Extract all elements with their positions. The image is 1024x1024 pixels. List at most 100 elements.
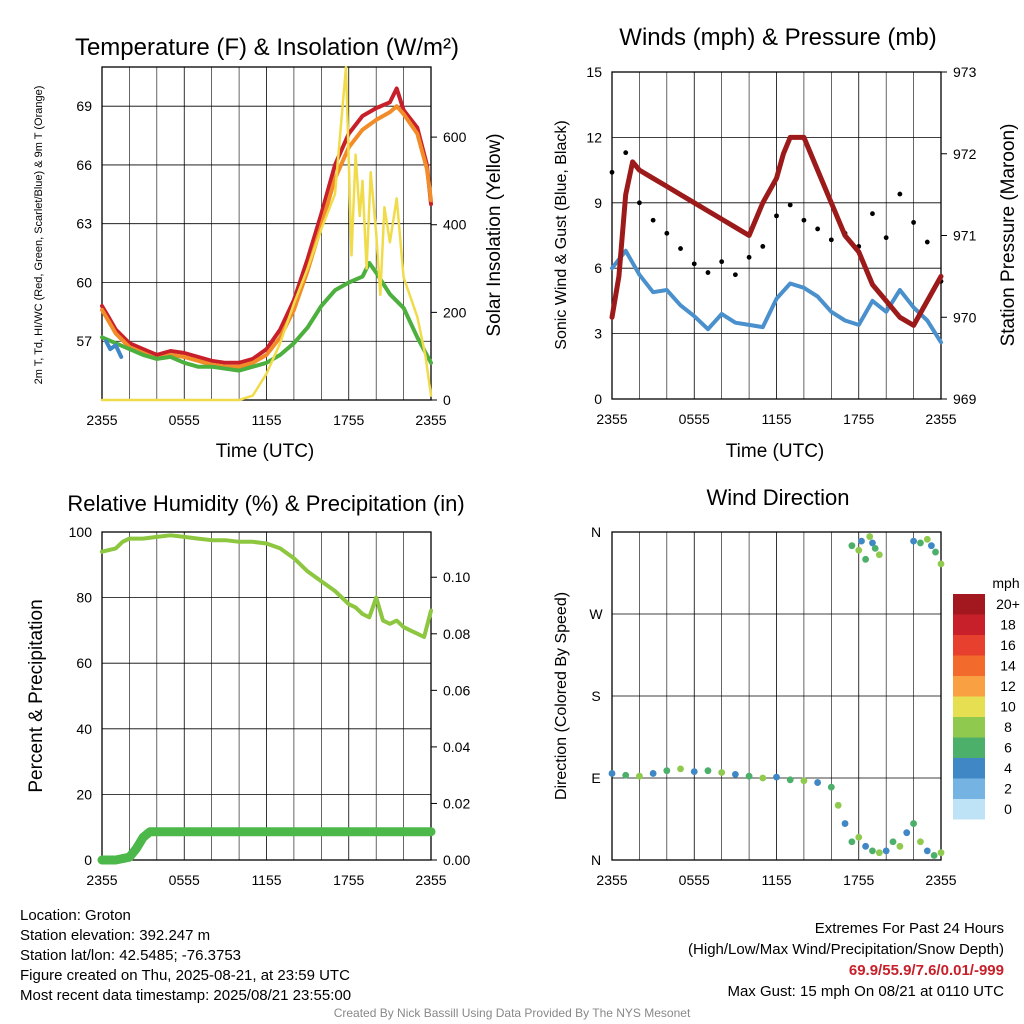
dir-legend-title: mph xyxy=(992,575,1019,591)
direction-point xyxy=(932,548,939,556)
y2-tick-label: 0.06 xyxy=(443,682,470,698)
temp-ylabel-right: Solar Insolation (Yellow) xyxy=(484,133,505,336)
gust-point xyxy=(732,272,738,278)
y2-tick-label: 0.00 xyxy=(443,852,470,868)
y2-tick-label: 0.02 xyxy=(443,795,470,811)
y2-tick-label: 0 xyxy=(443,392,451,408)
y-tick-label: 80 xyxy=(76,590,92,606)
x-tick-label: 2355 xyxy=(925,411,956,427)
gust-point xyxy=(623,150,629,156)
direction-point xyxy=(745,772,753,780)
colorbar-label: 4 xyxy=(1004,760,1012,776)
y-tick-label: 63 xyxy=(76,216,92,232)
gust-point xyxy=(787,202,793,208)
colorbar-label: 20+ xyxy=(996,596,1020,612)
gust-point xyxy=(719,259,725,265)
direction-point xyxy=(690,768,698,776)
y-tick-label: E xyxy=(591,770,600,786)
y2-tick-label: 200 xyxy=(443,304,467,320)
rh-ylabel-left: Percent & Precipitation xyxy=(26,599,47,792)
y-tick-label: 0 xyxy=(594,391,602,407)
dir-ylabel-left: Direction (Colored By Speed) xyxy=(553,592,570,800)
station-latlon: Station lat/lon: 42.5485; -76.3753 xyxy=(20,947,242,964)
colorbar-label: 6 xyxy=(1004,740,1012,756)
y-tick-label: 9 xyxy=(594,195,602,211)
y2-tick-label: 0.10 xyxy=(443,569,470,585)
x-tick-label: 2355 xyxy=(415,872,446,888)
colorbar-swatch xyxy=(953,635,985,656)
extremes-box: Extremes For Past 24 Hours (High/Low/Max… xyxy=(688,918,1004,1002)
direction-point xyxy=(882,847,890,855)
y-tick-label: 57 xyxy=(76,333,92,349)
dir-title: Wind Direction xyxy=(706,485,849,510)
gust-point xyxy=(774,213,779,219)
x-tick-label: 0555 xyxy=(679,411,710,427)
direction-point xyxy=(862,555,870,563)
colorbar-label: 8 xyxy=(1004,719,1012,735)
dir-grid xyxy=(611,531,942,861)
direction-point xyxy=(875,551,883,559)
colorbar-swatch xyxy=(953,778,985,799)
station-elevation: Station elevation: 392.247 m xyxy=(20,927,211,944)
station-location: Location: Groton xyxy=(20,907,131,924)
gust-point xyxy=(609,169,615,175)
direction-point xyxy=(869,847,876,855)
y2-tick-label: 970 xyxy=(953,309,977,325)
gust-point xyxy=(705,270,711,275)
wind-title: Winds (mph) & Pressure (mb) xyxy=(619,24,936,51)
x-tick-label: 0555 xyxy=(169,872,200,888)
direction-point xyxy=(786,776,794,784)
direction-point xyxy=(923,535,931,543)
series-line xyxy=(100,65,433,402)
y2-tick-label: 972 xyxy=(953,146,977,162)
temp-title: Temperature (F) & Insolation (W/m²) xyxy=(75,34,459,61)
direction-point xyxy=(889,838,897,846)
direction-point xyxy=(834,801,842,809)
x-tick-label: 2355 xyxy=(596,411,627,427)
gust-point xyxy=(897,191,903,197)
direction-point xyxy=(636,772,643,780)
gust-point xyxy=(691,261,697,267)
colorbar-label: 0 xyxy=(1004,801,1012,817)
direction-point xyxy=(704,767,712,775)
x-tick-label: 1155 xyxy=(251,872,281,888)
colorbar-swatch xyxy=(953,614,985,635)
temp-series xyxy=(100,65,433,402)
direction-point xyxy=(677,765,684,773)
dir-series xyxy=(608,533,945,859)
direction-point xyxy=(855,546,863,554)
x-tick-label: 1155 xyxy=(251,412,281,428)
direction-point xyxy=(917,838,924,846)
gust-point xyxy=(911,220,916,225)
series-line xyxy=(610,248,943,345)
direction-point xyxy=(855,833,863,841)
y-tick-label: 40 xyxy=(76,721,92,737)
wind-ylabel-right: Station Pressure (Maroon) xyxy=(998,124,1019,347)
colorbar-swatch xyxy=(953,717,985,738)
dir-axes: 2355 0555 1155 1755 2355 N E S W N xyxy=(589,524,956,888)
direction-point xyxy=(871,545,879,552)
y-tick-label: 60 xyxy=(76,655,92,671)
recent-timestamp: Most recent data timestamp: 2025/08/21 2… xyxy=(20,987,352,1004)
colorbar-label: 10 xyxy=(1000,699,1016,715)
direction-point xyxy=(910,820,917,827)
x-tick-label: 0555 xyxy=(169,412,200,428)
direction-point xyxy=(649,770,657,777)
gust-point xyxy=(746,254,752,260)
colorbar-label: 14 xyxy=(1000,658,1016,674)
wind-ylabel-left: Sonic Wind & Gust (Blue, Black) xyxy=(553,120,570,349)
x-tick-label: 1155 xyxy=(761,872,791,888)
y-tick-label: N xyxy=(591,852,601,868)
y-tick-label: 60 xyxy=(76,274,92,290)
y2-tick-label: 600 xyxy=(443,129,467,145)
direction-point xyxy=(896,842,904,850)
series-line xyxy=(100,86,433,365)
x-tick-label: 2355 xyxy=(415,412,446,428)
figure-created: Figure created on Thu, 2025-08-21, at 23… xyxy=(20,967,350,984)
direction-point xyxy=(731,770,739,778)
gust-point xyxy=(664,230,670,236)
colorbar-swatch xyxy=(953,696,985,717)
station-info: Location: Groton Station elevation: 392.… xyxy=(20,906,351,1006)
y-tick-label: 3 xyxy=(594,326,602,342)
wind-xlabel: Time (UTC) xyxy=(726,441,825,462)
